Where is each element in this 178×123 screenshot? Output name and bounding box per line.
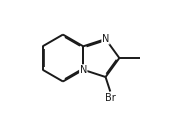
Text: Br: Br — [105, 92, 116, 103]
Text: N: N — [80, 65, 87, 75]
Text: N: N — [102, 34, 109, 44]
